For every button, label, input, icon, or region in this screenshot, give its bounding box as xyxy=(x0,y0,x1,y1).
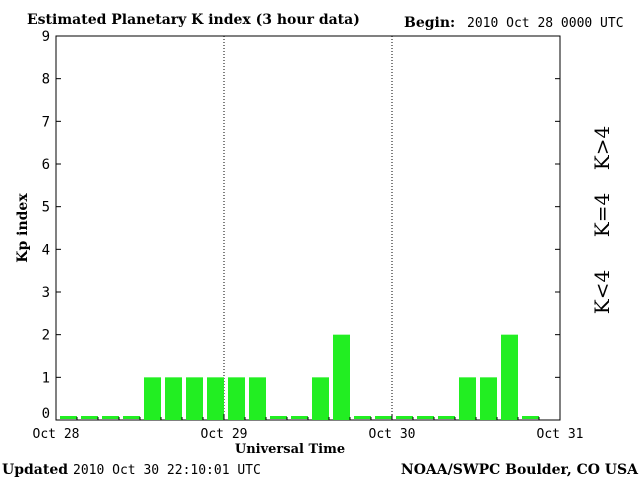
y-tick-label: 7 xyxy=(42,114,50,130)
kp-bar-zero xyxy=(417,416,434,419)
y-tick-label: 6 xyxy=(42,157,50,173)
y-axis-label: Kp index xyxy=(15,193,31,263)
updated-label: Updated xyxy=(2,462,68,478)
kp-bar-zero xyxy=(522,416,539,419)
kp-bar xyxy=(207,377,224,420)
legend-k-above-4: K>4 xyxy=(590,126,614,170)
x-tick-label: Oct 31 xyxy=(537,427,584,442)
kp-bar-zero xyxy=(354,416,371,419)
kp-bar xyxy=(480,377,497,420)
plot-area xyxy=(55,35,561,421)
kp-bar xyxy=(249,377,266,420)
x-tick-label: Oct 28 xyxy=(33,427,80,442)
kp-bar-zero xyxy=(123,416,140,419)
begin-label: Begin: xyxy=(404,15,455,31)
chart-title: Estimated Planetary K index (3 hour data… xyxy=(27,12,360,28)
kp-bar xyxy=(165,377,182,420)
kp-bar xyxy=(312,377,329,420)
x-axis-ticks: Oct 28 Oct 29 Oct 30 Oct 31 xyxy=(33,414,584,442)
updated-value: 2010 Oct 30 22:10:01 UTC xyxy=(73,463,261,478)
y-axis-ticks: 0 1 2 3 4 5 6 7 8 9 xyxy=(42,29,560,422)
kp-bar xyxy=(228,377,245,420)
kp-bar-zero xyxy=(102,416,119,419)
bar-series xyxy=(60,334,539,420)
legend-k-below-4: K<4 xyxy=(590,270,614,314)
kp-bar xyxy=(501,334,518,420)
kp-bar xyxy=(186,377,203,420)
kp-bar-zero xyxy=(438,416,455,419)
grid-lines xyxy=(223,36,393,420)
kp-bar-zero xyxy=(81,416,98,419)
source-credit: NOAA/SWPC Boulder, CO USA xyxy=(401,462,639,478)
kp-bar xyxy=(144,377,161,420)
kp-bar-zero xyxy=(375,416,392,419)
kp-bar-zero xyxy=(396,416,413,419)
y-tick-label: 5 xyxy=(42,200,50,216)
x-tick-label: Oct 30 xyxy=(369,427,416,442)
kp-bar xyxy=(333,334,350,420)
y-tick-label: 0 xyxy=(42,406,50,422)
y-tick-label: 4 xyxy=(42,242,50,258)
legend-k-equals-4: K=4 xyxy=(590,193,614,237)
kp-bar-zero xyxy=(291,416,308,419)
kp-bar-zero xyxy=(270,416,287,419)
y-tick-label: 9 xyxy=(42,29,50,45)
kp-bar-zero xyxy=(60,416,77,419)
kp-bar xyxy=(459,377,476,420)
x-tick-label: Oct 29 xyxy=(201,427,248,442)
x-axis-label: Universal Time xyxy=(235,442,345,457)
y-tick-label: 2 xyxy=(42,328,50,344)
y-tick-label: 3 xyxy=(42,285,50,301)
begin-value: 2010 Oct 28 0000 UTC xyxy=(467,16,624,31)
y-tick-label: 8 xyxy=(42,72,50,88)
y-tick-label: 1 xyxy=(42,370,50,386)
